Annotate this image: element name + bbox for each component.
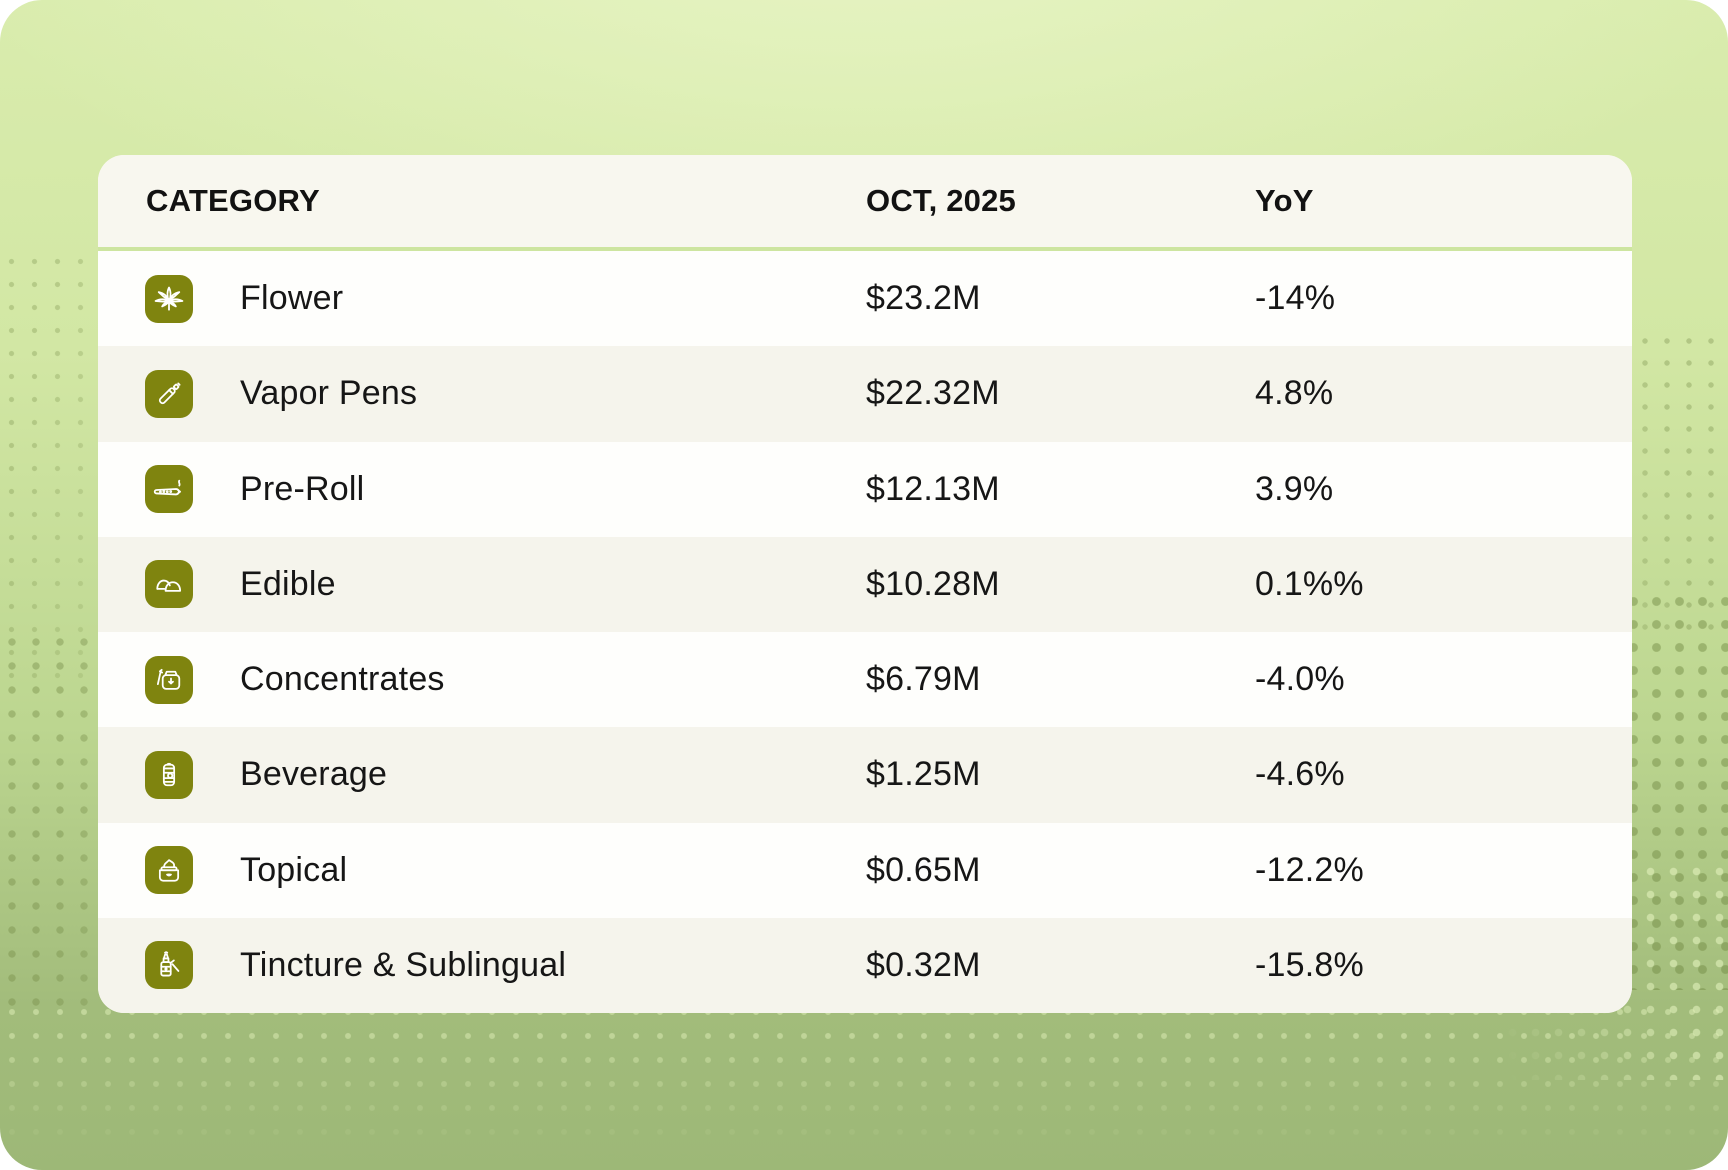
category-label: Pre-Roll (240, 469, 365, 508)
yoy-value: 0.1%% (1255, 564, 1364, 603)
category-label: Flower (240, 279, 344, 318)
table-row: Tincture & Sublingual $0.32M -15.8% (98, 917, 1632, 1013)
sales-value: $10.28M (866, 564, 1000, 603)
tincture-bottle-icon (145, 941, 193, 990)
sales-value: $12.13M (866, 469, 1000, 508)
yoy-value: -15.8% (1255, 945, 1364, 984)
sales-value: $22.32M (866, 374, 1000, 413)
table-row: Flower $23.2M -14% (98, 251, 1632, 347)
sales-value: $1.25M (866, 755, 981, 794)
beverage-can-icon (145, 750, 193, 799)
category-sales-table: CATEGORY OCT, 2025 YoY Flower $23.2M -14… (98, 155, 1632, 1013)
column-header-oct-2025: OCT, 2025 (866, 183, 1016, 218)
halftone-dots-bottom (0, 1000, 1728, 1170)
sales-value: $23.2M (866, 279, 981, 318)
sales-value: $0.65M (866, 850, 981, 889)
yoy-value: -14% (1255, 279, 1336, 318)
table-row: Beverage $1.25M -4.6% (98, 727, 1632, 823)
table-header-row: CATEGORY OCT, 2025 YoY (98, 155, 1632, 247)
topical-jar-icon (145, 846, 193, 895)
sales-value: $6.79M (866, 660, 981, 699)
table-row: Pre-Roll $12.13M 3.9% (98, 441, 1632, 537)
gummy-icon (145, 560, 193, 609)
table-body: Flower $23.2M -14% Vapor Pens $22.32M 4.… (98, 251, 1632, 1013)
pre-roll-icon (145, 465, 193, 514)
column-header-category: CATEGORY (146, 183, 320, 218)
yoy-value: 3.9% (1255, 469, 1334, 508)
table-row: Concentrates $6.79M -4.0% (98, 632, 1632, 728)
table-row: Edible $10.28M 0.1%% (98, 536, 1632, 632)
yoy-value: -12.2% (1255, 850, 1364, 889)
category-label: Edible (240, 564, 336, 603)
category-label: Concentrates (240, 660, 445, 699)
table-row: Topical $0.65M -12.2% (98, 822, 1632, 918)
sales-value: $0.32M (866, 945, 981, 984)
category-label: Topical (240, 850, 348, 889)
yoy-value: -4.0% (1255, 660, 1345, 699)
column-header-yoy: YoY (1255, 183, 1314, 218)
yoy-value: -4.6% (1255, 755, 1345, 794)
header-separator-line (98, 247, 1632, 251)
concentrate-jar-icon (145, 655, 193, 704)
table-row: Vapor Pens $22.32M 4.8% (98, 346, 1632, 442)
cannabis-leaf-icon (145, 274, 193, 323)
category-label: Vapor Pens (240, 374, 418, 413)
yoy-value: 4.8% (1255, 374, 1334, 413)
category-label: Beverage (240, 755, 388, 794)
vape-pen-icon (145, 369, 193, 418)
category-label: Tincture & Sublingual (240, 945, 567, 984)
